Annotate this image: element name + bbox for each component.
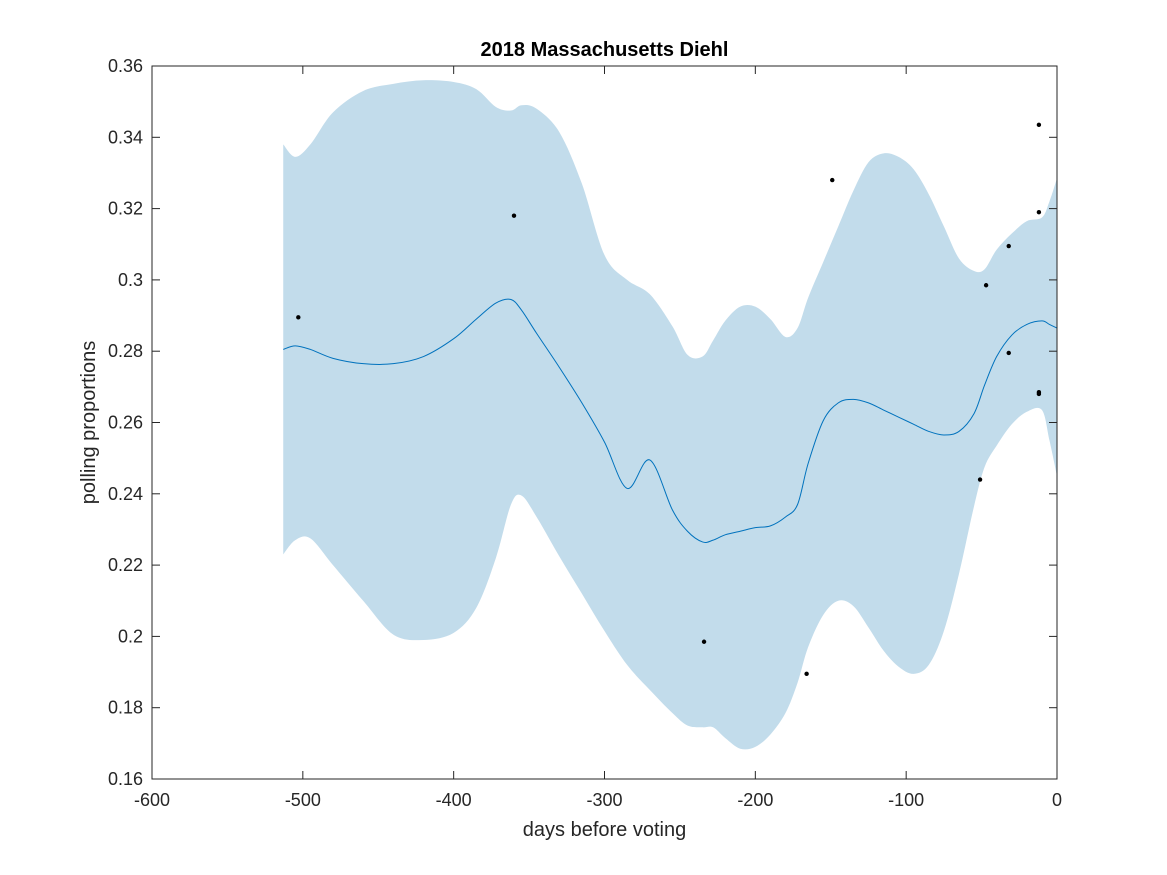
x-axis-label: days before voting bbox=[523, 819, 686, 841]
x-tick-label: -400 bbox=[436, 790, 472, 810]
x-tick-label: -100 bbox=[888, 790, 924, 810]
y-tick-label: 0.16 bbox=[108, 769, 143, 789]
mean-line-layer bbox=[283, 298, 1058, 543]
x-axis-ticks: -600 -500 -400 -300 -200 -100 0 bbox=[134, 66, 1062, 810]
y-axis-ticks: 0.16 0.18 0.2 0.22 0.24 0.26 0.28 0.3 0.32 0.34 0.… bbox=[108, 56, 1057, 789]
poll-point bbox=[701, 639, 707, 644]
y-tick-label: 0.28 bbox=[108, 341, 143, 361]
y-tick-label: 0.2 bbox=[118, 626, 143, 646]
confidence-band-layer bbox=[283, 80, 1058, 750]
poll-point bbox=[1036, 122, 1042, 128]
y-tick-label: 0.18 bbox=[108, 698, 143, 718]
poll-point bbox=[977, 477, 983, 482]
y-tick-label: 0.36 bbox=[108, 56, 143, 76]
confidence-band bbox=[283, 80, 1058, 750]
x-tick-label: -500 bbox=[285, 790, 321, 810]
poll-points-layer bbox=[296, 122, 1042, 677]
poll-point bbox=[1006, 350, 1011, 356]
poll-point bbox=[983, 283, 989, 288]
y-tick-label: 0.34 bbox=[108, 127, 143, 147]
y-tick-label: 0.22 bbox=[108, 555, 143, 575]
poll-point bbox=[511, 213, 517, 218]
poll-point bbox=[1036, 209, 1042, 215]
x-tick-label: 0 bbox=[1052, 790, 1062, 810]
poll-point bbox=[830, 177, 835, 183]
y-tick-label: 0.3 bbox=[118, 270, 143, 290]
poll-point bbox=[804, 671, 809, 677]
poll-point bbox=[296, 315, 301, 320]
y-tick-label: 0.32 bbox=[108, 199, 143, 219]
poll-point bbox=[1036, 391, 1042, 397]
x-tick-label: -200 bbox=[737, 790, 773, 810]
y-tick-label: 0.26 bbox=[108, 413, 143, 433]
y-tick-label: 0.24 bbox=[108, 484, 143, 504]
x-tick-label: -600 bbox=[134, 790, 170, 810]
x-tick-label: -300 bbox=[586, 790, 622, 810]
chart-title: 2018 Massachusetts Diehl bbox=[481, 39, 729, 61]
y-axis-label: polling proportions bbox=[78, 341, 100, 504]
mean-line bbox=[283, 298, 1058, 543]
poll-point bbox=[1006, 243, 1011, 249]
